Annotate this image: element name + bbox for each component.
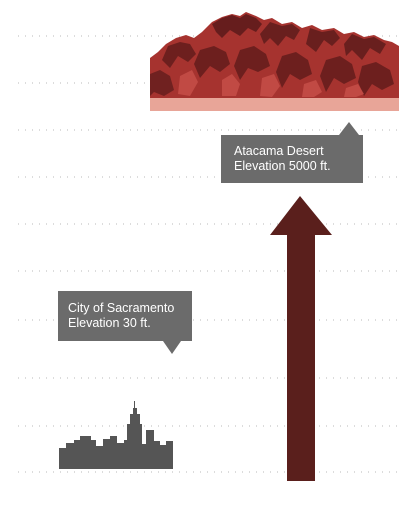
- mountain-range-icon: [150, 12, 399, 111]
- desert-name-label: Atacama Desert: [234, 144, 324, 158]
- mountain-ridge-dark: [212, 14, 262, 38]
- up-arrow-icon: [270, 196, 332, 481]
- mountain-shadow-4: [162, 42, 196, 68]
- city-callout: City of Sacramento Elevation 30 ft.: [58, 291, 192, 354]
- city-name-label: City of Sacramento: [68, 301, 175, 315]
- mountain-shadow-7: [276, 52, 312, 88]
- city-skyline-icon: [59, 401, 173, 469]
- mountain-highlight-2: [222, 74, 240, 96]
- mountain-shadow-6: [234, 46, 270, 80]
- mountain-shadow-1: [260, 22, 300, 46]
- mountain-shadow-10: [150, 70, 174, 96]
- desert-elevation-label: Elevation 5000 ft.: [234, 159, 331, 173]
- mountain-shadow-2: [306, 28, 340, 52]
- mountain-highlight-3: [260, 74, 280, 97]
- mountain-shadow-3: [344, 34, 386, 60]
- mountain-base: [150, 97, 399, 111]
- mountain-highlight-5: [344, 84, 364, 97]
- callout-pointer: [163, 341, 181, 354]
- mountain-shadow-9: [358, 62, 394, 96]
- city-elevation-label: Elevation 30 ft.: [68, 316, 151, 330]
- mountain-highlight-4: [302, 80, 322, 97]
- mountain-shadow-8: [320, 56, 356, 92]
- mountain-shadow-5: [194, 46, 230, 78]
- callout-pointer: [339, 122, 359, 135]
- desert-callout: Atacama Desert Elevation 5000 ft.: [221, 122, 363, 183]
- mountain-highlight-1: [178, 70, 198, 96]
